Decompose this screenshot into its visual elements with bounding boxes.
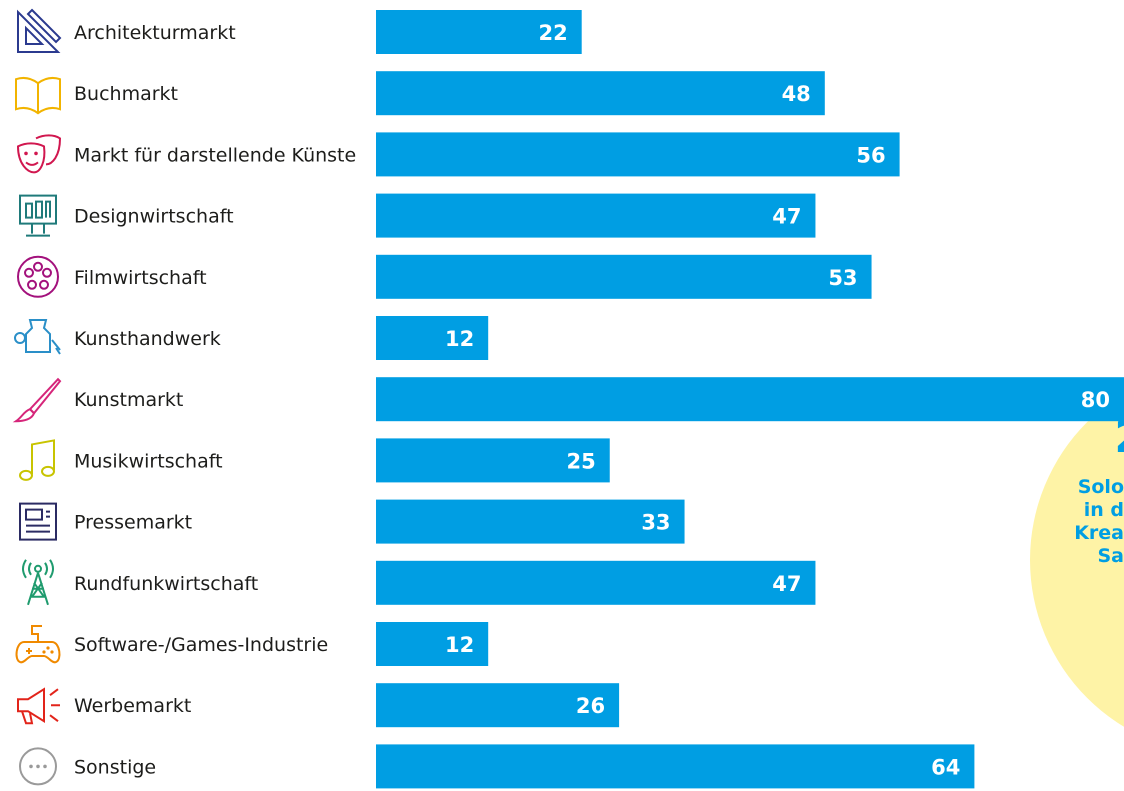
bar xyxy=(376,622,489,666)
bar xyxy=(376,744,975,789)
data-label: 25 xyxy=(567,449,596,473)
bar xyxy=(376,254,872,299)
data-label: 47 xyxy=(772,205,801,229)
data-label: 53 xyxy=(828,266,857,290)
chart-row: Pressemarkt 33 xyxy=(19,499,685,544)
chart-row: Designwirtschaft 47 xyxy=(19,193,816,238)
data-label: 80 xyxy=(1081,388,1110,412)
category-label: Markt für darstellende Künste xyxy=(74,144,356,166)
bar xyxy=(376,71,825,116)
chart-row: Sonstige 64 xyxy=(19,744,975,789)
chart-row: Rundfunkwirtschaft 47 xyxy=(22,559,816,606)
summary-callout: 2 Solo in d Krea Sa xyxy=(1030,393,1124,727)
bar xyxy=(376,499,685,544)
bar xyxy=(376,560,816,605)
paintbrush-icon xyxy=(12,377,62,423)
bar xyxy=(376,193,816,238)
crafts-vase-icon xyxy=(14,319,61,355)
bar xyxy=(376,438,610,483)
category-label: Architekturmarkt xyxy=(74,22,236,44)
callout-circle xyxy=(1030,393,1124,727)
bar xyxy=(376,132,900,177)
chart-row: Kunstmarkt 80 xyxy=(12,377,1124,423)
category-label: Designwirtschaft xyxy=(74,206,234,228)
chart-row: Filmwirtschaft 53 xyxy=(17,254,872,299)
chart-rows: Architekturmarkt 22 Buchmarkt 48 Markt für d… xyxy=(12,8,1124,789)
callout-line-1: Solo xyxy=(1078,476,1124,498)
category-label: Software-/Games-Industrie xyxy=(74,634,328,656)
category-label: Musikwirtschaft xyxy=(74,450,223,472)
category-label: Kunstmarkt xyxy=(74,389,183,411)
data-label: 12 xyxy=(445,633,474,657)
data-label: 22 xyxy=(538,21,567,45)
more-dots-icon xyxy=(19,747,57,786)
category-label: Pressemarkt xyxy=(74,512,192,534)
newspaper-icon xyxy=(19,502,57,541)
design-monitor-icon xyxy=(19,194,57,237)
architecture-icon xyxy=(17,8,62,53)
chart-row: Markt für darstellende Künste 56 xyxy=(16,132,900,177)
category-label: Kunsthandwerk xyxy=(74,328,221,350)
callout-line-2: in d xyxy=(1084,499,1124,521)
theater-masks-icon xyxy=(16,134,62,174)
data-label: 56 xyxy=(856,143,885,167)
data-label: 48 xyxy=(782,82,811,106)
data-label: 64 xyxy=(931,755,960,779)
music-note-icon xyxy=(19,439,55,481)
chart-row: Werbemarkt 26 xyxy=(17,683,620,728)
data-label: 47 xyxy=(772,572,801,596)
chart-row: Architekturmarkt 22 xyxy=(17,8,582,54)
radio-tower-icon xyxy=(22,559,54,606)
chart-row: Musikwirtschaft 25 xyxy=(19,438,610,483)
chart-row: Kunsthandwerk 12 xyxy=(14,316,489,360)
data-label: 12 xyxy=(445,327,474,351)
chart-row: Software-/Games-Industrie 12 xyxy=(15,622,489,666)
data-label: 33 xyxy=(641,511,670,535)
category-label: Werbemarkt xyxy=(74,695,191,717)
film-reel-icon xyxy=(17,255,59,298)
book-icon xyxy=(15,77,61,115)
callout-line-4: Sa xyxy=(1097,545,1124,567)
bar xyxy=(376,10,582,54)
category-label: Filmwirtschaft xyxy=(74,267,207,289)
megaphone-icon xyxy=(17,687,60,725)
category-label: Rundfunkwirtschaft xyxy=(74,573,258,595)
bar xyxy=(376,316,489,360)
callout-line-3: Krea xyxy=(1074,522,1124,544)
data-label: 26 xyxy=(576,694,605,718)
gamepad-icon xyxy=(15,625,61,664)
callout-number: 2 xyxy=(1114,412,1124,463)
chart-row: Buchmarkt 48 xyxy=(15,71,825,116)
bar xyxy=(376,377,1124,422)
category-label: Buchmarkt xyxy=(74,83,178,105)
bar xyxy=(376,683,620,728)
category-label: Sonstige xyxy=(74,756,156,778)
